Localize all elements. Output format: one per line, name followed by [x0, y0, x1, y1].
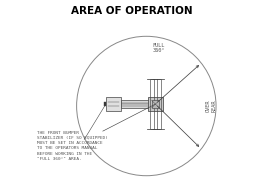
Bar [152, 100, 159, 108]
Bar [106, 97, 121, 111]
Bar [121, 100, 150, 108]
Bar [104, 102, 106, 106]
Text: OVER
REAR: OVER REAR [206, 100, 217, 112]
Text: FULL
360°: FULL 360° [152, 43, 165, 53]
Text: THE FRONT BUMPER
STABILIZER (IF SO EQUIPPED)
MUST BE SET IN ACCORDANCE
TO THE OP: THE FRONT BUMPER STABILIZER (IF SO EQUIP… [37, 131, 108, 161]
Text: AREA OF OPERATION: AREA OF OPERATION [71, 6, 193, 16]
Bar [148, 97, 163, 111]
